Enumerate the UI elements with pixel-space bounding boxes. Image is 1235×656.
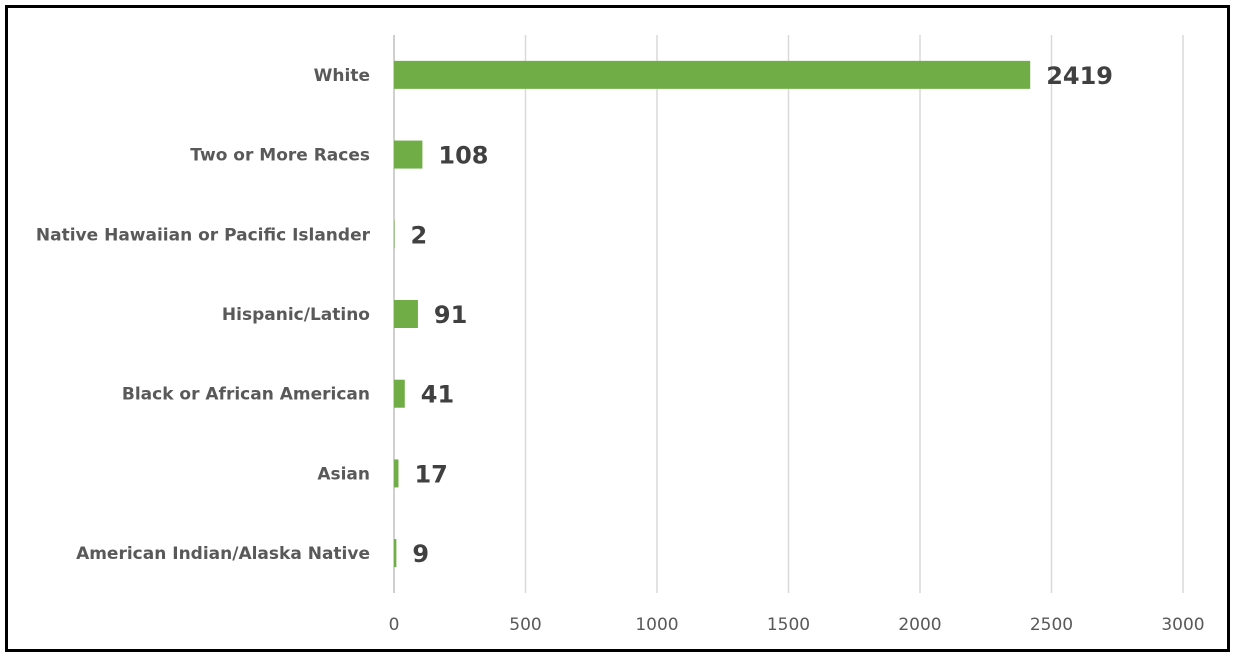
category-label: Two or More Races <box>190 146 370 166</box>
x-axis-ticks: 0 500 1000 1500 2000 2500 3000 <box>389 615 1205 635</box>
data-label: 41 <box>421 381 454 409</box>
x-tick-label: 2000 <box>898 615 941 635</box>
bars <box>394 60 1031 568</box>
data-label: 91 <box>434 301 467 329</box>
x-tick-label: 1000 <box>635 615 678 635</box>
x-tick-label: 500 <box>509 615 541 635</box>
x-tick-label: 2500 <box>1030 615 1073 635</box>
data-label: 2419 <box>1046 62 1113 90</box>
x-tick-label: 1500 <box>767 615 810 635</box>
x-tick-label: 0 <box>389 615 400 635</box>
bar <box>394 379 405 408</box>
category-label: American Indian/Alaska Native <box>76 544 370 564</box>
category-label: Hispanic/Latino <box>222 305 370 325</box>
category-label: Native Hawaiian or Pacific Islander <box>36 225 371 245</box>
bar <box>394 300 418 328</box>
bar <box>394 220 395 249</box>
gridlines <box>393 35 1184 593</box>
data-label: 108 <box>438 142 488 170</box>
data-label: 2 <box>411 221 428 249</box>
x-tick-label: 3000 <box>1161 615 1204 635</box>
bar <box>394 459 399 488</box>
bar <box>394 60 1031 89</box>
category-labels: White Two or More Races Native Hawaiian or… <box>36 66 371 564</box>
bar <box>394 140 423 169</box>
bar <box>394 539 397 568</box>
data-label: 9 <box>412 540 429 568</box>
data-label: 17 <box>414 460 447 488</box>
category-label: White <box>314 66 370 86</box>
category-label: Asian <box>317 464 370 484</box>
data-labels: 2419 108 2 91 41 17 9 <box>411 62 1113 568</box>
category-label: Black or African American <box>122 385 370 405</box>
chart-frame <box>5 5 1230 652</box>
